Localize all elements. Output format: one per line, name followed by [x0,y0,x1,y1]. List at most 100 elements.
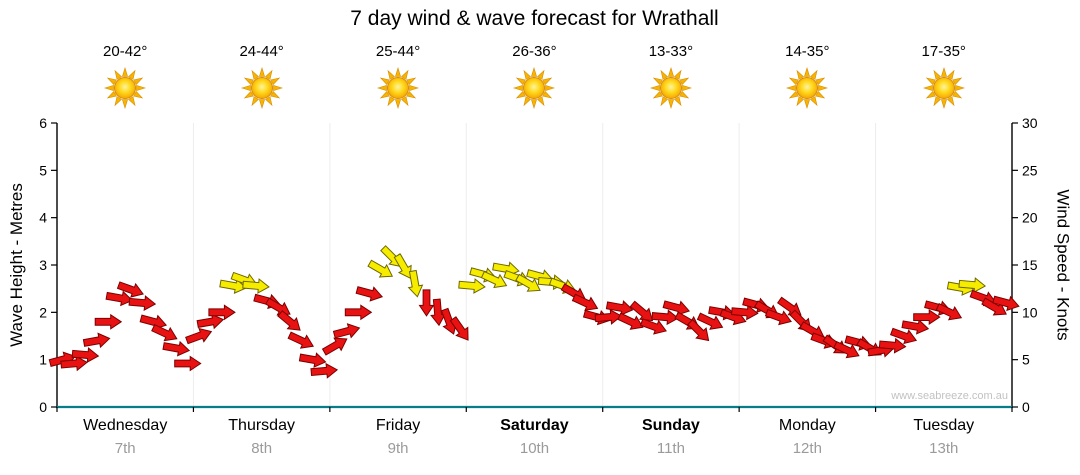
right-axis-tick-label: 5 [1022,352,1030,368]
sun-icon [377,66,420,110]
wind-arrow [265,297,291,316]
day-name: Monday [778,417,836,434]
wind-arrow [594,309,623,325]
wind-arrow [629,300,654,322]
wind-arrow [617,312,644,330]
wind-arrow [515,273,541,292]
wind-arrow [344,304,373,321]
sun-cell [876,64,1012,112]
left-axis-tick-label: 2 [39,304,47,320]
left-axis-label: Wave Height - Metres [0,123,34,407]
wind-arrow [393,253,412,279]
wind-arrow [94,313,123,330]
day-name: Wednesday [83,417,168,434]
wind-arrow [992,295,1020,312]
day-label-saturday: Saturday 10th [466,417,602,469]
day-label-tuesday: Tuesday 13th [876,417,1012,469]
temp-range: 17-35° [921,42,966,60]
left-axis-tick-label: 1 [39,352,47,368]
right-axis-tick-label: 20 [1022,210,1038,226]
wind-arrow [913,309,941,326]
day-label-thursday: Thursday 8th [193,417,329,469]
wind-arrow [935,303,963,321]
sun-icon [240,66,283,110]
wind-arrow [116,281,144,298]
right-axis-label-text: Wind Speed - Knots [1054,189,1074,341]
right-axis-tick-label: 0 [1022,399,1030,415]
day-label-monday: Monday 12th [739,417,875,469]
wind-arrow [878,337,907,354]
sun-cell [330,64,466,112]
day-name: Saturday [500,417,569,434]
right-axis-tick-label: 10 [1022,304,1038,320]
wind-arrow [71,347,100,363]
wind-arrow [407,269,424,298]
wind-arrow [449,316,469,341]
day-date: 10th [519,440,550,457]
left-axis-tick-label: 6 [39,115,47,131]
right-axis-label: Wind Speed - Knots [1046,123,1080,407]
wind-arrow [82,332,111,349]
wind-arrow [151,323,178,342]
day-name: Sunday [642,417,700,434]
right-axis-tick-label: 15 [1022,257,1038,273]
days-row: Wednesday 7th Thursday 8th Friday 9th Saturday… [57,417,1012,469]
sun-cell [739,64,875,112]
wind-arrow [128,295,157,311]
wind-arrow [174,355,202,372]
sun-cell [193,64,329,112]
wind-arrow [321,337,348,356]
wind-arrow [571,293,599,311]
sun-cell [466,64,602,112]
day-date: 8th [251,440,273,457]
wind-arrow [696,312,724,330]
wind-arrow [480,270,508,289]
wind-arrow [418,289,435,317]
wind-arrow [277,310,301,331]
wind-arrow [105,290,134,307]
suns-row [57,64,1012,112]
wind-arrow [298,352,327,368]
wind-arrow [355,286,384,302]
left-axis-tick-label: 4 [39,210,47,226]
wind-arrow [367,259,394,278]
wind-arrow [458,278,486,294]
wind-arrow [332,323,361,339]
wind-arrow [833,340,860,359]
day-date: 11th [656,440,685,457]
temp-range: 24-44° [239,42,284,60]
wind-arrow [687,318,710,342]
temp-range: 20-42° [103,42,148,60]
day-label-friday: Friday 9th [330,417,466,469]
temp-range: 26-36° [512,42,557,60]
right-axis-tick-label: 30 [1022,115,1038,131]
wind-arrow [208,304,236,321]
sun-icon [104,66,147,110]
left-axis-tick-label: 5 [39,162,47,178]
page-title: 7 day wind & wave forecast for Wrathall [350,7,719,30]
temp-range: 13-33° [648,42,694,60]
day-name: Tuesday [913,417,975,434]
sun-cell [57,64,193,112]
left-axis-tick-label: 0 [39,399,47,415]
wind-arrow [287,331,314,349]
wind-arrow [242,278,270,294]
left-axis-tick-label: 3 [39,257,47,273]
wind-arrow [764,308,792,326]
sun-icon [513,66,556,110]
right-axis-tick-label: 25 [1022,162,1038,178]
temps-row: 20-42° 24-44° 25-44° 26-36° 13-33° 14-35° 17-3… [57,42,1012,60]
temp-range: 25-44° [375,42,421,60]
sun-icon [922,66,965,110]
day-name: Thursday [228,417,295,434]
sun-icon [786,66,829,110]
day-label-sunday: Sunday 11th [603,417,739,469]
wind-arrow [889,327,918,345]
temp-range: 14-35° [785,42,830,60]
left-axis-label-text: Wave Height - Metres [7,183,26,347]
day-label-wednesday: Wednesday 7th [57,417,193,469]
day-date: 7th [114,440,136,457]
wind-arrow [310,362,339,379]
